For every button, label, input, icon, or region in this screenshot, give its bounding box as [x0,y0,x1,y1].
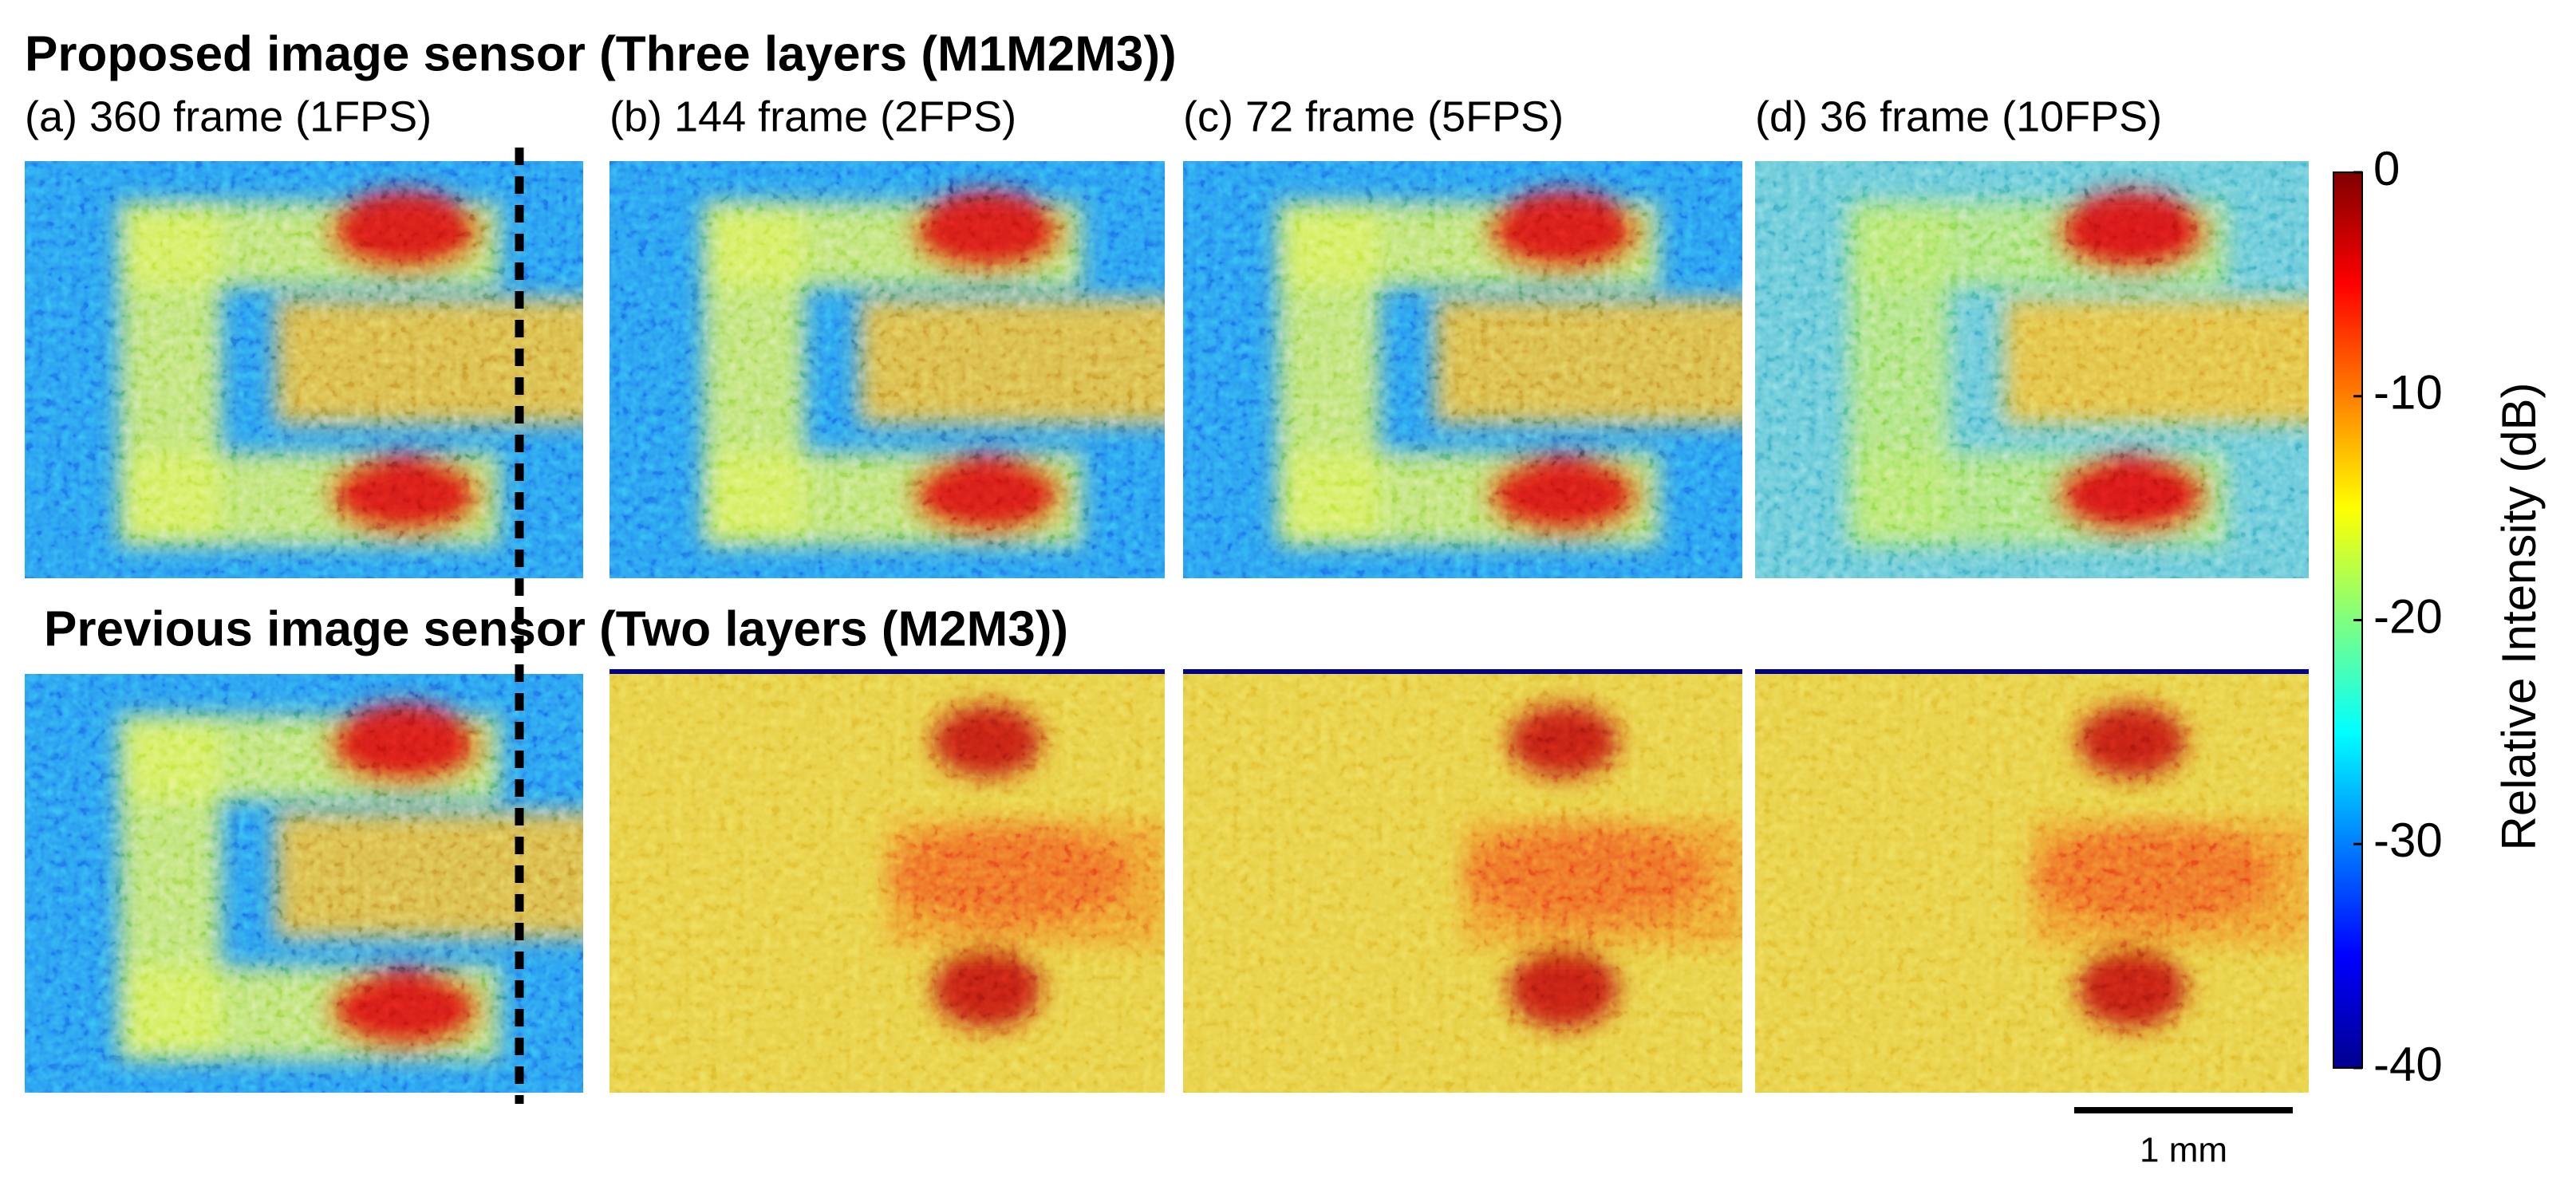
heatmap-panel [25,674,583,1093]
heatmap-panel [609,669,1165,1093]
heatmap-noise [609,674,1165,1093]
heatmap-panel [1183,161,1742,578]
heatmap-noise [1755,674,2309,1093]
panel-label: (d) 36 frame (10FPS) [1755,93,2162,140]
colorbar-tick-label: -20 [2373,589,2443,643]
heatmap-panel [1183,669,1742,1093]
colorbar-tick-label: -10 [2373,366,2443,420]
heatmap-panel [1755,161,2309,578]
heatmap-noise [25,161,583,578]
colorbar-tick-label: 0 [2373,142,2400,195]
title-top: Proposed image sensor (Three layers (M1M… [25,26,1177,81]
heatmap-noise [1183,161,1742,578]
panels [25,161,2309,1093]
heatmap-panel [1755,669,2309,1093]
heatmap-panel [609,161,1165,578]
title-bottom: Previous image sensor (Two layers (M2M3)… [44,601,1068,656]
colorbar-label: Relative Intensity (dB) [2492,383,2546,851]
heatmap-content [1755,674,2309,1093]
panel-top-edge [1183,669,1742,674]
heatmap-panel [25,161,583,578]
heatmap-content [1755,161,2309,578]
heatmap-content [1183,674,1742,1093]
colorbar-tick-label: -30 [2373,814,2443,867]
panel-label: (a) 360 frame (1FPS) [25,93,432,140]
heatmap-content [609,161,1165,578]
heatmap-content [25,161,583,578]
heatmap-noise [1183,674,1742,1093]
colorbar-tick-label: -40 [2373,1038,2443,1091]
heatmap-noise [1755,161,2309,578]
panel-top-edge [1755,669,2309,674]
heatmap-content [25,674,583,1093]
panel-label: (c) 72 frame (5FPS) [1183,93,1564,140]
scale-bar-label: 1 mm [2140,1131,2227,1170]
heatmap-noise [609,161,1165,578]
heatmap-content [1183,161,1742,578]
panel-label: (b) 144 frame (2FPS) [609,93,1016,140]
heatmap-content [609,674,1165,1093]
heatmap-noise [25,674,583,1093]
panel-top-edge [609,669,1165,674]
